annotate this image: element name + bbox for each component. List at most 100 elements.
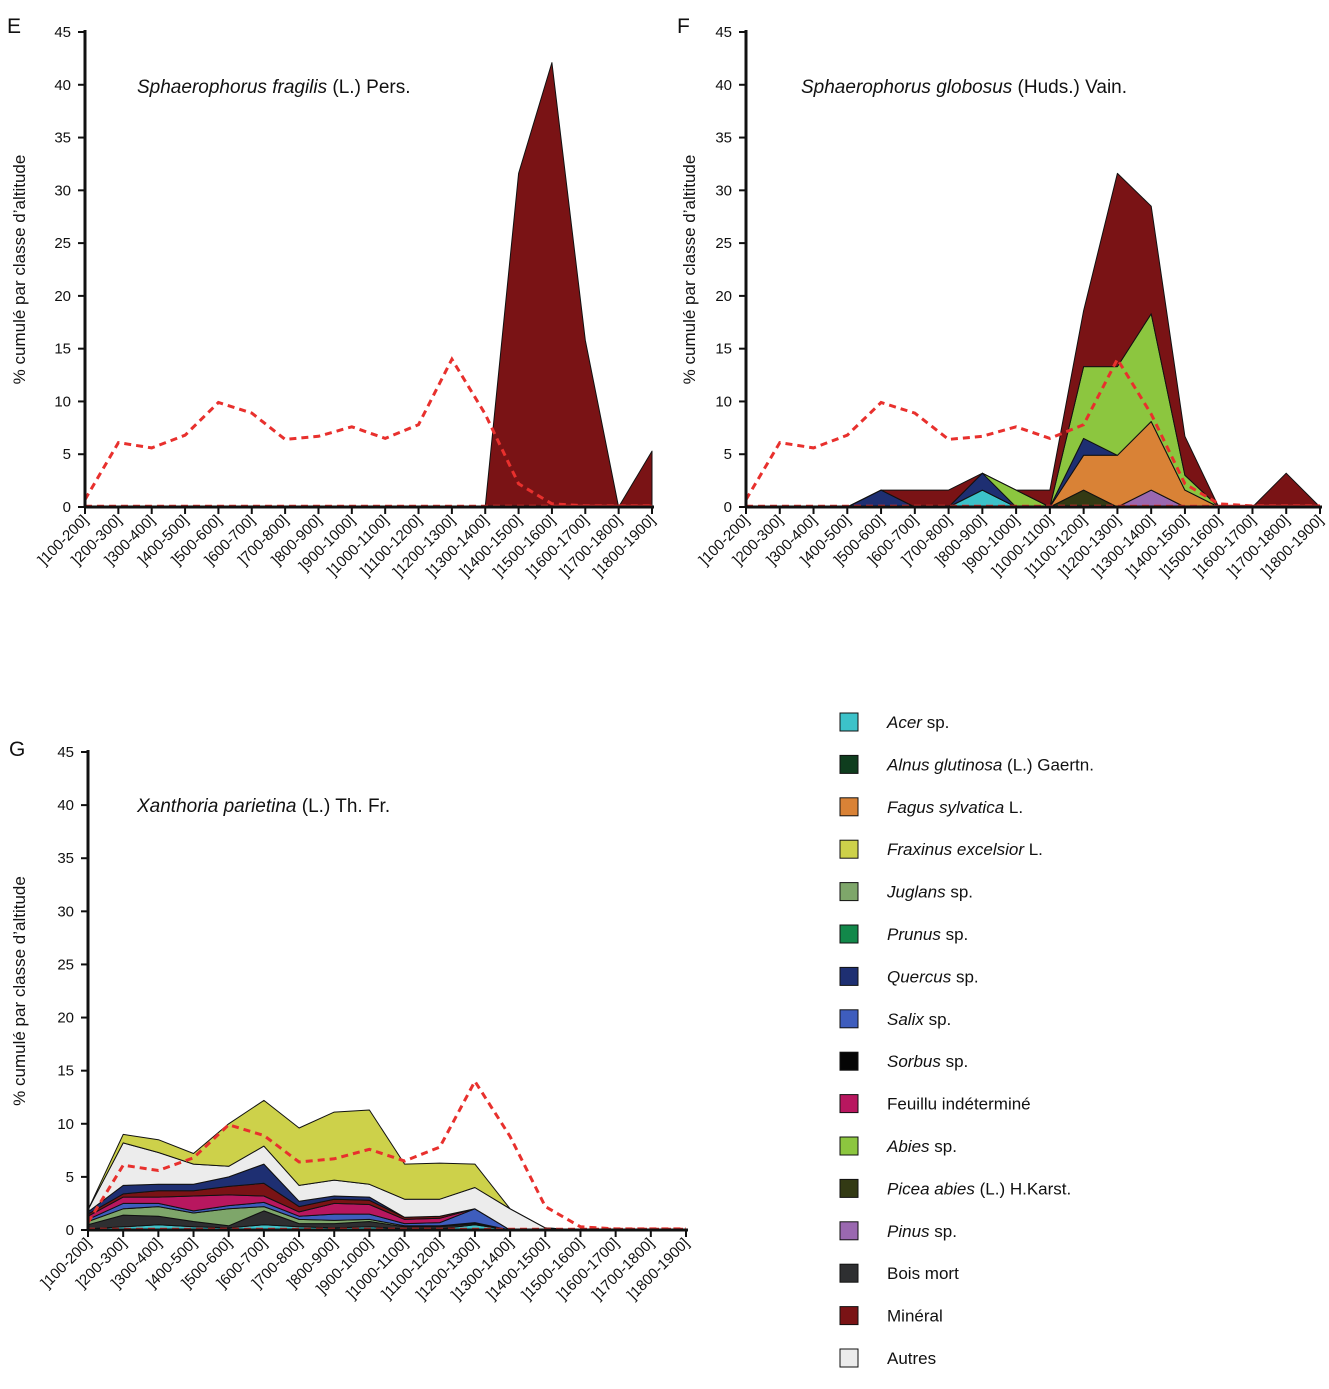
y-tick-label: 25 <box>715 235 732 252</box>
chart-panel-E: E051015202530354045]100-200]]200-300]]30… <box>7 15 659 580</box>
legend-label-italic: Abies <box>886 1137 930 1156</box>
legend-item-salix: Salix sp. <box>839 1009 951 1029</box>
legend-swatch <box>839 1348 859 1368</box>
legend-label: Sorbus sp. <box>887 1052 968 1071</box>
y-tick-label: 0 <box>66 1222 74 1239</box>
area-series-mineral <box>745 172 1321 508</box>
legend-label-rest: sp. <box>930 1222 957 1241</box>
legend-swatch <box>839 754 859 774</box>
legend-swatch <box>839 882 859 902</box>
legend-item-autres: Autres <box>839 1348 936 1368</box>
legend-label-rest: (L.) Gaertn. <box>1002 755 1094 774</box>
legend-label: Quercus sp. <box>887 967 979 986</box>
legend-item-alnus: Alnus glutinosa (L.) Gaertn. <box>839 754 1094 774</box>
legend-label-rest: sp. <box>941 925 968 944</box>
legend-label: Feuillu indéterminé <box>887 1095 1031 1114</box>
reference-dashed-line <box>744 356 1320 508</box>
legend-label: Pinus sp. <box>887 1222 957 1241</box>
y-tick-label: 5 <box>63 446 71 463</box>
y-tick-label: 35 <box>57 850 74 867</box>
area-series-mineral <box>84 62 653 508</box>
y-axis-label: % cumulé par classe d’altitude <box>10 876 29 1106</box>
legend-swatch <box>839 1009 859 1029</box>
legend-item-abies: Abies sp. <box>839 1136 957 1156</box>
y-tick-label: 15 <box>715 341 732 358</box>
chart-title-rest: (L.) Th. Fr. <box>297 796 391 817</box>
legend-swatch <box>839 966 859 986</box>
panel-letter: F <box>677 15 690 38</box>
y-tick-label: 20 <box>54 288 71 305</box>
y-tick-label: 40 <box>57 797 74 814</box>
reference-dashed-line <box>86 1078 686 1231</box>
y-axis-label: % cumulé par classe d’altitude <box>680 155 699 385</box>
y-tick-label: 15 <box>57 1063 74 1080</box>
legend-swatch <box>839 797 859 817</box>
legend-label-italic: Fraxinus excelsior <box>887 840 1025 859</box>
y-tick-label: 10 <box>715 393 732 410</box>
y-tick-label: 5 <box>724 446 732 463</box>
chart-panel-G: G051015202530354045]100-200]]200-300]]30… <box>9 738 693 1303</box>
chart-title-italic: Xanthoria parietina <box>136 796 297 817</box>
legend-label-italic: Prunus <box>887 925 941 944</box>
panel-letter: E <box>7 15 21 38</box>
y-tick-label: 15 <box>54 341 71 358</box>
legend-label-italic: Acer <box>886 713 923 732</box>
legend-label: Autres <box>887 1349 936 1368</box>
legend-label-rest: sp. <box>951 967 978 986</box>
y-tick-label: 40 <box>54 77 71 94</box>
y-tick-label: 30 <box>715 182 732 199</box>
chart-legend: Acer sp. Alnus glutinosa (L.) Gaertn. Fagu… <box>839 712 1094 1368</box>
legend-swatch <box>839 712 859 732</box>
legend-label-rest: Minéral <box>887 1307 943 1326</box>
legend-label-italic: Juglans <box>886 883 946 902</box>
y-tick-label: 35 <box>54 130 71 147</box>
legend-item-feuillu: Feuillu indéterminé <box>839 1094 1031 1114</box>
legend-item-fraxinus: Fraxinus excelsior L. <box>839 839 1043 859</box>
legend-item-acer: Acer sp. <box>839 712 949 732</box>
legend-swatch <box>839 1306 859 1326</box>
legend-label: Minéral <box>887 1307 943 1326</box>
legend-label-italic: Pinus <box>887 1222 930 1241</box>
legend-item-prunus: Prunus sp. <box>839 924 968 944</box>
legend-label: Alnus glutinosa (L.) Gaertn. <box>886 755 1094 774</box>
y-tick-label: 20 <box>57 1010 74 1027</box>
legend-swatch <box>839 1221 859 1241</box>
y-tick-label: 10 <box>54 393 71 410</box>
legend-item-sorbus: Sorbus sp. <box>839 1051 968 1071</box>
legend-label-italic: Fagus sylvatica <box>887 798 1004 817</box>
legend-label: Salix sp. <box>887 1010 951 1029</box>
y-tick-label: 0 <box>724 499 732 516</box>
legend-label-rest: sp. <box>924 1010 951 1029</box>
legend-label-rest: L. <box>1004 798 1023 817</box>
legend-label: Fraxinus excelsior L. <box>887 840 1043 859</box>
y-tick-label: 0 <box>63 499 71 516</box>
legend-swatch <box>839 924 859 944</box>
chart-title: Sphaerophorus globosus (Huds.) Vain. <box>801 77 1127 98</box>
chart-title-rest: (Huds.) Vain. <box>1012 77 1127 98</box>
legend-item-boismort: Bois mort <box>839 1263 959 1283</box>
legend-label-italic: Sorbus <box>887 1052 941 1071</box>
legend-label-italic: Alnus glutinosa <box>886 755 1002 774</box>
legend-label-rest: sp. <box>946 883 973 902</box>
panel-letter: G <box>9 738 25 761</box>
legend-swatch <box>839 1136 859 1156</box>
legend-label-rest: sp. <box>941 1052 968 1071</box>
legend-label: Acer sp. <box>886 713 949 732</box>
legend-swatch <box>839 1178 859 1198</box>
legend-swatch <box>839 1094 859 1114</box>
legend-label-rest: (L.) H.Karst. <box>975 1179 1071 1198</box>
y-tick-label: 25 <box>57 956 74 973</box>
y-tick-label: 25 <box>54 235 71 252</box>
legend-swatch <box>839 1051 859 1071</box>
chart-title-italic: Sphaerophorus globosus <box>801 77 1013 98</box>
legend-label: Prunus sp. <box>887 925 968 944</box>
y-axis-label: % cumulé par classe d’altitude <box>10 155 29 385</box>
legend-label-rest: Feuillu indéterminé <box>887 1095 1031 1114</box>
legend-label-italic: Picea abies <box>887 1179 975 1198</box>
legend-label: Abies sp. <box>886 1137 957 1156</box>
legend-item-fagus: Fagus sylvatica L. <box>839 797 1023 817</box>
y-tick-label: 45 <box>57 744 74 761</box>
legend-label-rest: Autres <box>887 1349 936 1368</box>
legend-label-italic: Salix <box>887 1010 924 1029</box>
